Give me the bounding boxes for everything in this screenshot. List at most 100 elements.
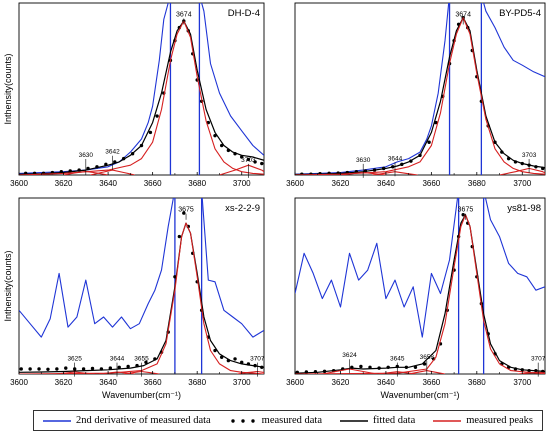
chart-panel-4: 3624 3645 3658 3675 3707 ys81-98 3600 3620 3640 3… [286,197,546,400]
plot-frame [18,2,265,176]
x-tick-label: 3660 [422,179,440,188]
peak-label-3655: 3655 [134,356,149,363]
peak-label-3644: 3644 [388,155,403,162]
peak-label-3630: 3630 [356,157,371,164]
plot-area [295,198,545,374]
measured-peak-line [90,169,135,175]
panel-title: DH-D-4 [228,8,260,19]
fitted-line [19,222,264,373]
measured-point [219,143,224,148]
chart-panel-3: 3625 3644 3655 3675 3707 xs-2-2-9 3600 3620 3640… [3,197,265,400]
fitted-line [19,20,264,175]
plot-frame [18,197,265,375]
legend-swatch-fitted [339,419,368,422]
peak-label-3707: 3707 [250,356,265,363]
fitted-line [295,17,545,175]
x-tick-label: 3660 [422,378,440,387]
plot-frame [294,197,546,375]
x-tick-label: 3640 [377,179,395,188]
peak-label-3675: 3675 [458,207,474,214]
measured-point [55,367,59,371]
measured-point [240,155,244,159]
panel-title: ys81-98 [507,203,541,214]
measured-point [28,367,32,371]
measured-point [37,367,41,371]
measured-point [413,365,418,369]
plot-area [19,3,264,175]
fitted-line [295,214,545,374]
legend-item-peaks: measured peaks [433,415,533,426]
x-tick-label: 3660 [144,378,162,387]
legend-swatch-peaks [433,419,462,422]
x-tick-label: 3600 [286,378,304,387]
legend-item-derivative: 2nd derivative of measured data [42,415,211,426]
derivative-line [295,198,545,338]
derivative-line [19,3,264,174]
measured-point [117,365,121,369]
measured-point [427,140,431,144]
measured-point [359,364,363,369]
x-axis-label: Wavenumber(cm⁻¹) [102,390,181,400]
x-tick-label: 3700 [233,378,251,387]
y-axis-label: Inthensity(counts) [3,250,13,321]
measured-point [177,234,182,239]
peak-label-3674: 3674 [176,11,192,18]
peak-label-3645: 3645 [390,356,405,363]
peak-label-3630: 3630 [79,152,94,159]
legend-label-derivative: 2nd derivative of measured data [75,415,211,426]
x-tick-label: 3600 [10,179,28,188]
legend: 2nd derivative of measured data measured… [33,410,543,431]
measured-point [182,211,186,215]
peak-label-3624: 3624 [342,352,357,359]
measured-point [253,160,257,164]
peak-label-3707: 3707 [531,356,546,363]
measured-point [260,161,264,166]
x-tick-label: 3680 [468,378,486,387]
x-tick-label: 3680 [188,179,206,188]
peak-label-3658: 3658 [420,354,435,361]
plot-frame [294,2,546,176]
measured-peak-line [295,214,545,374]
plot-area [19,198,264,374]
measured-point [81,367,86,371]
measured-point [213,133,217,138]
derivative-line [19,198,264,338]
peak-label-3625: 3625 [67,356,82,363]
legend-item-measured: measured data [229,415,322,426]
x-tick-label: 3600 [286,179,304,188]
x-tick-label: 3700 [513,378,531,387]
x-tick-label: 3640 [99,179,117,188]
measured-point [148,130,153,135]
plot-area [295,3,545,175]
legend-swatch-derivative [42,419,71,422]
legend-swatch-measured [230,418,255,423]
x-tick-label: 3620 [55,378,73,387]
peak-label-3644: 3644 [110,356,125,363]
x-axis-label: Wavenumber(cm⁻¹) [381,390,460,400]
peak-label-3703: 3703 [241,157,256,164]
peak-label-3642: 3642 [105,149,120,156]
measured-peak-line [19,20,264,175]
measured-point [90,366,95,371]
x-tick-label: 3600 [10,378,28,387]
x-tick-label: 3660 [144,179,162,188]
legend-label-fitted: fitted data [372,415,416,426]
y-axis-label: Inthensity(counts) [3,53,13,124]
x-tick-label: 3700 [233,179,251,188]
measured-point [19,367,23,371]
peak-label-3675: 3675 [178,207,194,214]
measured-point [46,367,50,372]
measured-point [64,366,68,370]
x-tick-label: 3620 [332,179,350,188]
derivative-line [295,3,545,175]
measured-point [144,360,148,364]
legend-label-peaks: measured peaks [466,415,533,426]
measured-point [213,348,217,353]
peak-label-3674: 3674 [455,11,471,18]
measured-point [461,213,465,217]
measured-peak-line [19,222,264,374]
x-tick-label: 3640 [99,378,117,387]
measured-point [126,364,130,369]
chart-panel-2: 3630 3644 3674 3703 BY-PD5-4 3600 3620 3640 3660… [286,2,546,188]
